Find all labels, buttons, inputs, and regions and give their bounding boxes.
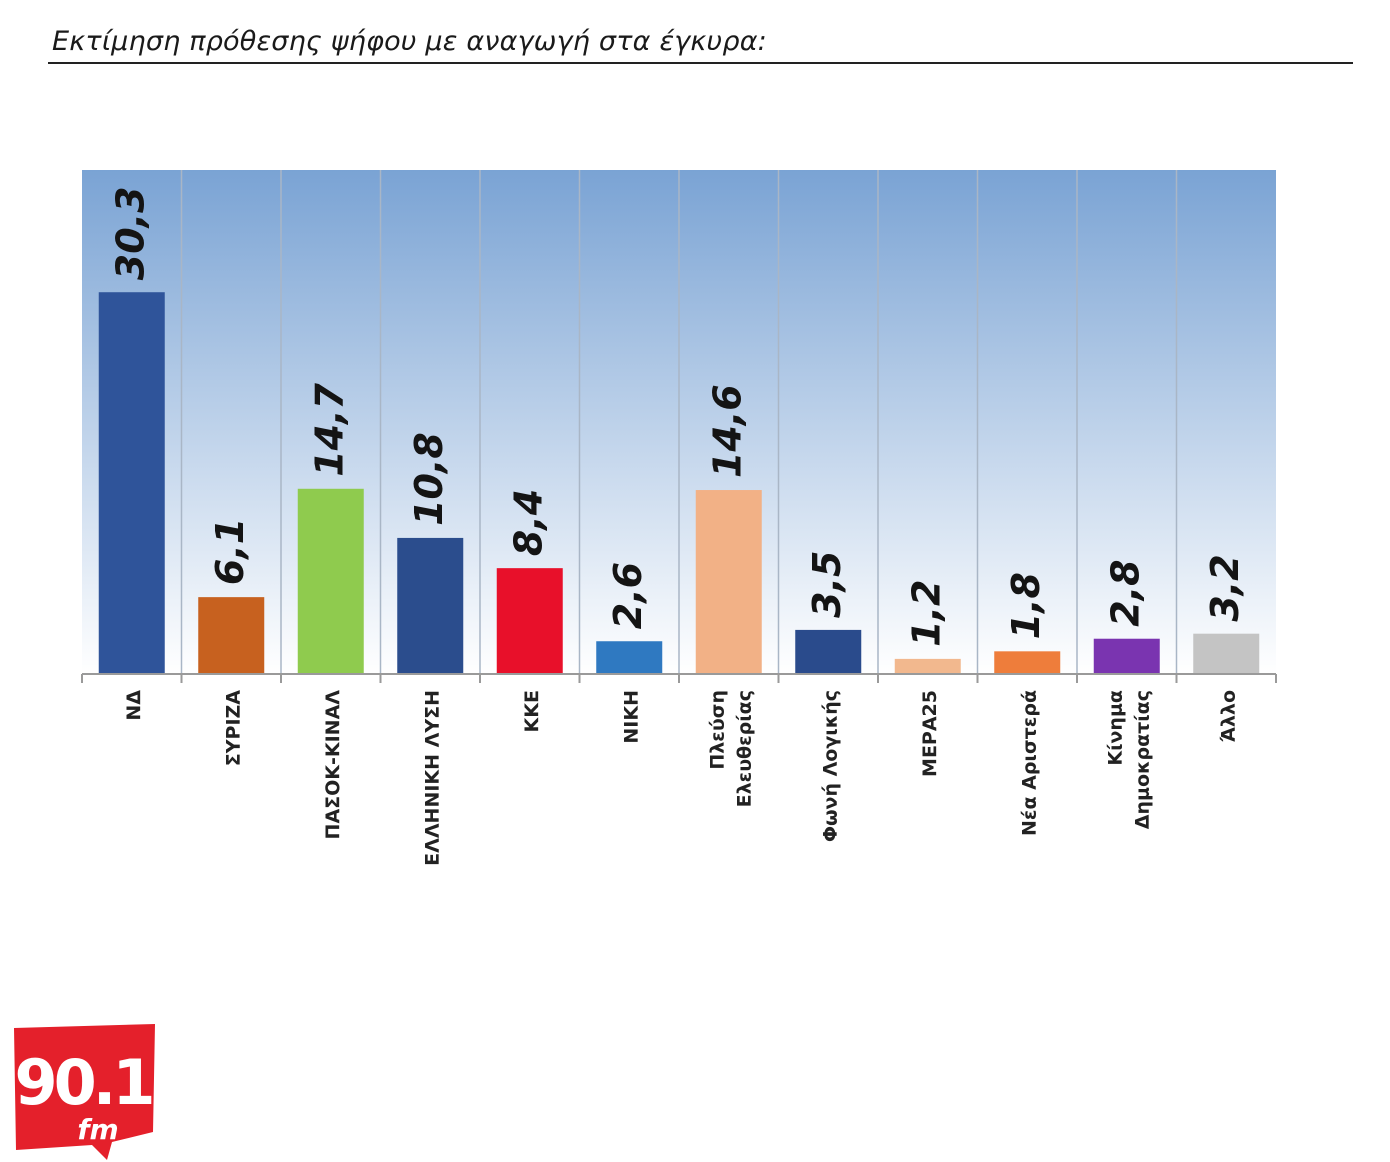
category-tick-label: Ελευθερίας <box>733 690 755 807</box>
bar <box>695 490 762 674</box>
bar <box>297 488 364 674</box>
heading-underline <box>48 62 1353 64</box>
data-label: 1,2 <box>905 580 949 647</box>
bar <box>98 292 165 674</box>
category-tick-label: ΕΛΛΗΝΙΚΗ ΛΥΣΗ <box>421 690 443 866</box>
data-label: 14,7 <box>308 382 352 476</box>
bar <box>596 641 663 674</box>
category-tick-label: Κίνημα <box>1104 690 1126 766</box>
data-label: 3,2 <box>1203 554 1247 621</box>
category-tick-label: ΝΙΚΗ <box>620 690 642 744</box>
category-tick-label: Νέα Αριστερά <box>1018 690 1040 836</box>
category-tick-label: Πλεύση <box>706 690 728 770</box>
logo-sub-text: fm <box>77 1113 118 1146</box>
category-tick-label: ΝΔ <box>123 690 145 721</box>
data-label: 2,8 <box>1104 559 1148 626</box>
data-label: 1,8 <box>1004 572 1048 639</box>
bar <box>795 629 862 674</box>
bar <box>1093 638 1160 674</box>
bar <box>496 568 563 674</box>
radio-90-1-fm-logo: 90.1 fm <box>14 1024 155 1160</box>
category-tick-label: Άλλο <box>1217 690 1239 742</box>
bar <box>894 658 961 674</box>
category-tick-label: ΠΑΣΟΚ-ΚΙΝΑΛ <box>322 690 344 840</box>
category-tick-label: ΜΕΡΑ25 <box>919 690 941 777</box>
logo-main-text: 90.1 <box>15 1046 152 1119</box>
chart-heading: Εκτίμηση πρόθεσης ψήφου με αναγωγή στα έ… <box>52 26 767 57</box>
category-tick-label: ΚΚΕ <box>521 690 543 732</box>
vote-intention-bar-chart: 30,3 6,1 14,7 10,8 8,4 2,6 14,6 3,5 1,2 1,8 2,8 3,2… <box>81 170 1277 866</box>
category-tick-label: Φωνή Λογικής <box>819 690 841 842</box>
bar <box>994 651 1061 674</box>
data-label: 10,8 <box>407 432 451 526</box>
data-label: 6,1 <box>208 518 252 585</box>
bar <box>397 537 464 674</box>
data-label: 3,5 <box>805 551 849 618</box>
bar <box>1193 633 1260 674</box>
data-label: 2,6 <box>606 562 650 629</box>
data-label: 8,4 <box>507 489 551 556</box>
category-tick-label: Δημοκρατίας <box>1131 690 1153 829</box>
category-tick-label: ΣΥΡΙΖΑ <box>222 690 244 767</box>
data-label: 30,3 <box>109 186 153 280</box>
bar <box>198 597 265 674</box>
data-label: 14,6 <box>706 384 750 478</box>
